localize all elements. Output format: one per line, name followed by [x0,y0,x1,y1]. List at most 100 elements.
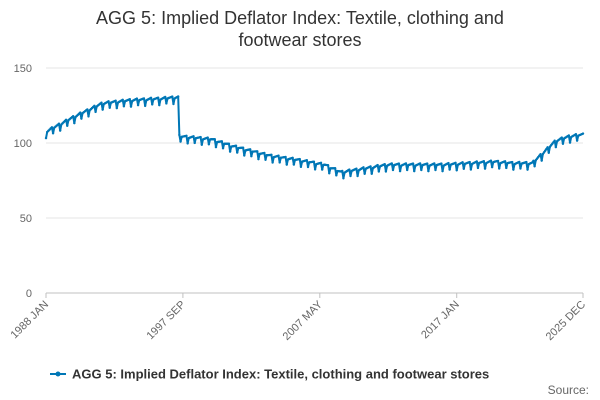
data-point[interactable] [341,169,344,173]
data-point[interactable] [312,160,316,163]
data-point[interactable] [512,168,515,171]
data-point[interactable] [356,174,359,178]
data-point[interactable] [73,121,76,125]
data-point[interactable] [510,160,514,164]
data-point[interactable] [100,101,103,104]
data-point[interactable] [411,162,415,165]
data-point[interactable] [115,106,119,110]
data-point[interactable] [376,163,379,167]
data-point[interactable] [390,162,393,165]
data-point[interactable] [128,98,131,101]
data-point[interactable] [413,169,416,173]
data-point[interactable] [398,169,402,173]
data-point[interactable] [263,151,266,155]
data-point[interactable] [221,147,225,150]
data-point[interactable] [505,166,508,170]
data-point[interactable] [320,168,324,171]
data-point[interactable] [348,168,351,171]
data-point[interactable] [108,106,111,109]
data-point[interactable] [122,105,126,108]
data-point[interactable] [285,163,288,166]
data-point[interactable] [540,159,543,162]
data-point[interactable] [433,162,436,165]
data-point[interactable] [164,95,167,99]
data-point[interactable] [518,160,521,164]
data-point[interactable] [107,100,110,103]
data-point[interactable] [207,143,211,146]
data-point[interactable] [447,161,450,165]
data-point[interactable] [313,168,317,171]
data-point[interactable] [539,153,542,156]
data-point[interactable] [270,153,273,157]
data-point[interactable] [581,132,585,135]
data-point[interactable] [454,161,457,165]
data-point[interactable] [44,136,48,140]
data-point[interactable] [503,160,507,163]
data-point[interactable] [66,124,69,127]
data-point[interactable] [149,96,153,100]
data-point[interactable] [256,150,259,153]
data-point[interactable] [136,103,140,107]
data-point[interactable] [532,159,535,163]
data-point[interactable] [526,168,529,171]
data-point[interactable] [326,164,330,167]
source-label[interactable]: Source: [548,383,589,397]
data-point[interactable] [426,162,429,165]
data-point[interactable] [305,159,309,162]
data-point[interactable] [335,174,338,177]
data-point[interactable] [236,151,239,154]
data-point[interactable] [391,168,395,172]
data-point[interactable] [241,146,245,149]
data-point[interactable] [271,161,274,164]
data-point[interactable] [227,142,231,145]
data-point[interactable] [165,102,168,105]
data-point[interactable] [333,167,337,170]
data-point[interactable] [561,142,565,145]
data-point[interactable] [121,98,124,102]
data-point[interactable] [427,169,430,173]
data-point[interactable] [151,103,154,106]
data-point[interactable] [355,167,358,170]
data-point[interactable] [200,143,203,146]
data-point[interactable] [158,103,161,107]
data-point[interactable] [545,147,548,151]
data-point[interactable] [179,140,182,143]
data-point[interactable] [575,139,579,142]
data-point[interactable] [369,165,372,168]
data-point[interactable] [363,172,366,175]
data-point[interactable] [199,135,202,139]
data-point[interactable] [547,151,550,154]
data-point[interactable] [441,169,444,173]
data-point[interactable] [172,102,175,106]
data-point[interactable] [434,168,437,172]
data-point[interactable] [475,160,478,163]
data-point[interactable] [193,141,196,145]
series-line[interactable] [45,95,584,180]
data-point[interactable] [440,162,443,165]
legend[interactable]: AGG 5: Implied Deflator Index: Textile, … [50,367,489,382]
data-point[interactable] [469,168,473,171]
data-point[interactable] [554,145,558,149]
data-point[interactable] [544,149,547,152]
data-point[interactable] [496,159,500,163]
data-point[interactable] [546,146,549,149]
data-point[interactable] [142,97,146,100]
data-point[interactable] [299,165,303,169]
data-point[interactable] [213,138,216,141]
data-point[interactable] [542,151,546,154]
data-point[interactable] [328,172,331,175]
data-point[interactable] [178,133,181,137]
data-point[interactable] [560,136,563,139]
data-point[interactable] [129,105,133,108]
data-point[interactable] [156,96,160,99]
data-point[interactable] [79,111,82,114]
data-point[interactable] [405,168,409,172]
data-point[interactable] [243,154,246,157]
data-point[interactable] [206,136,209,139]
data-point[interactable] [461,161,464,164]
data-point[interactable] [284,155,287,159]
data-point[interactable] [257,157,260,161]
data-point[interactable] [101,108,104,111]
data-point[interactable] [176,95,180,98]
legend-label[interactable]: AGG 5: Implied Deflator Index: Textile, … [72,367,489,382]
